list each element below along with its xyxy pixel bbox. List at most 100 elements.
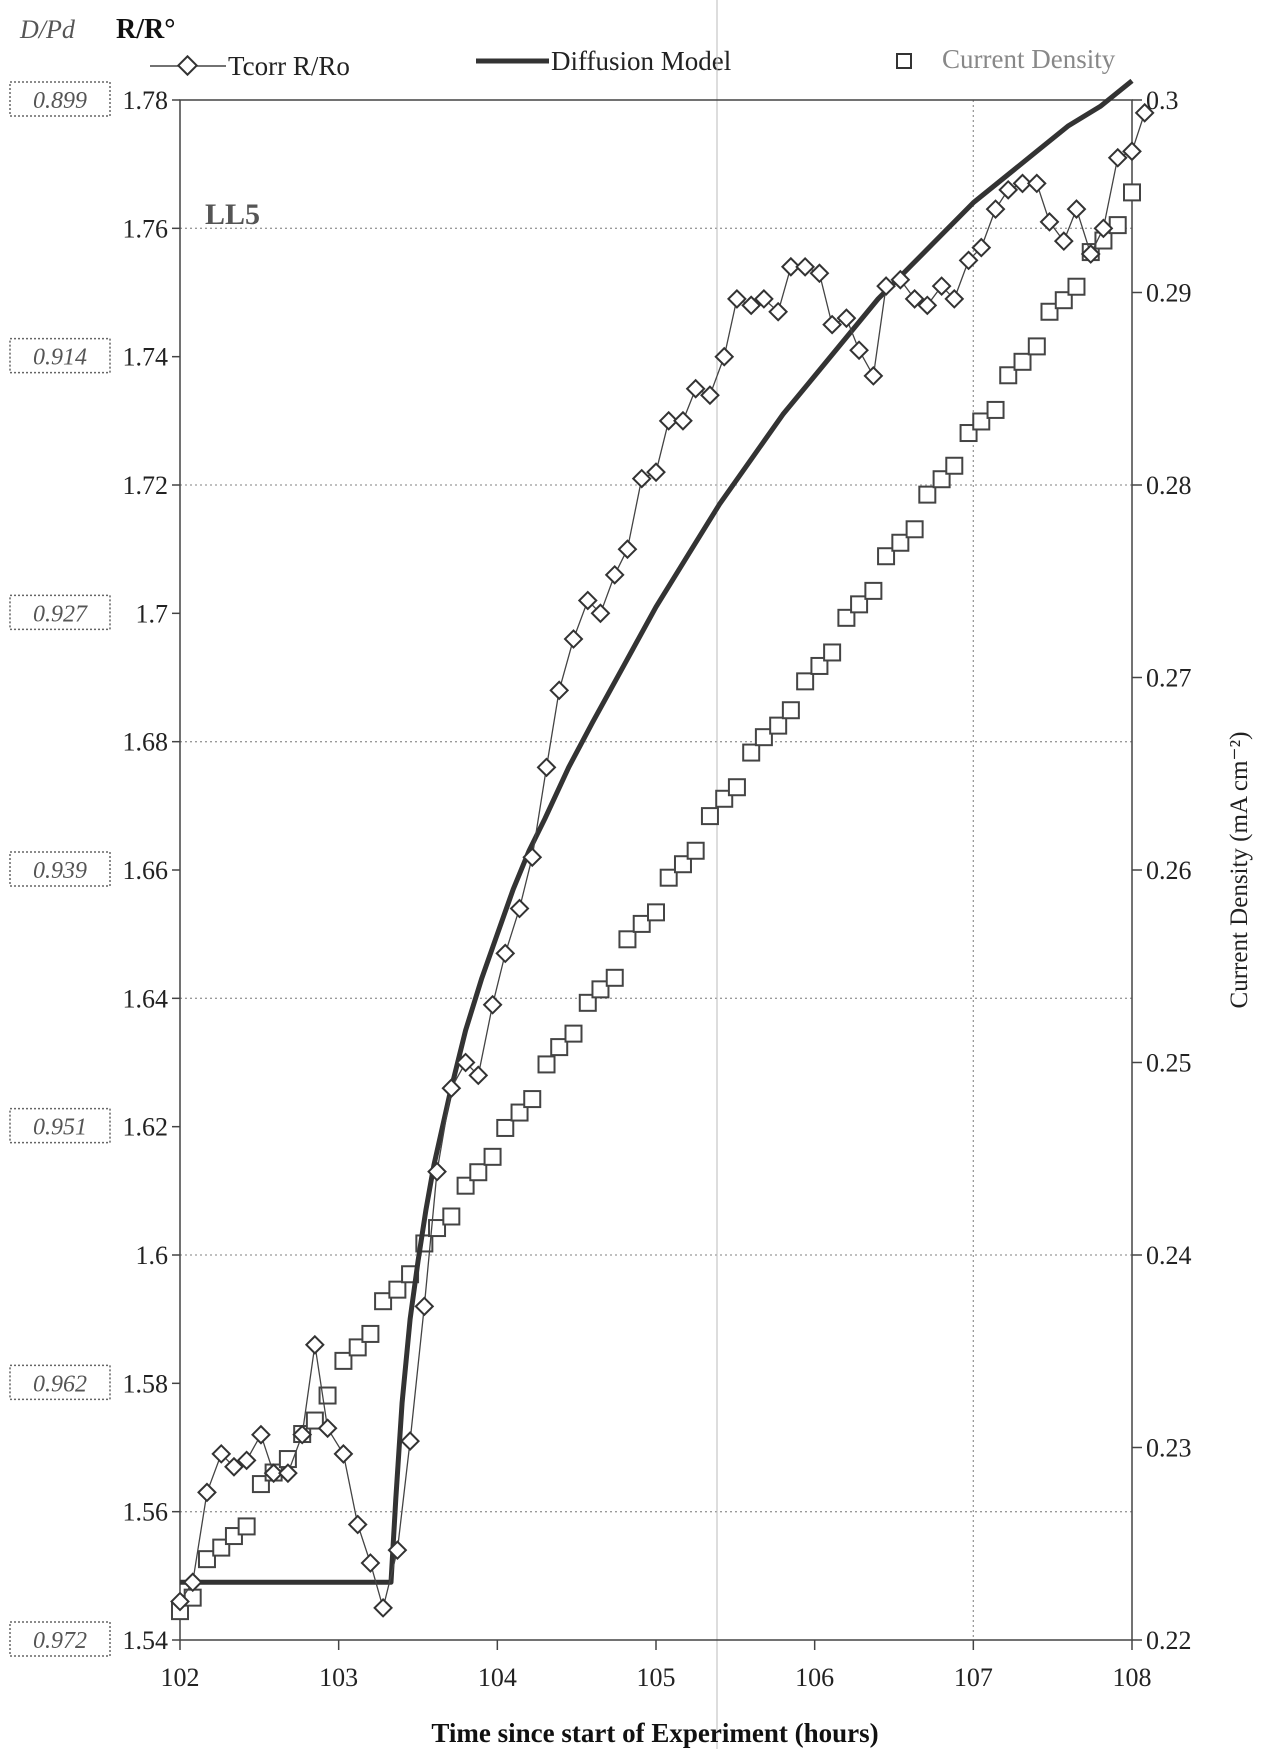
tcorr-point <box>849 340 869 361</box>
tcorr-point <box>278 1463 298 1484</box>
tcorr-point <box>251 1424 271 1445</box>
tcorr-point <box>197 1482 217 1503</box>
tcorr-point <box>958 250 979 271</box>
dpd-label-box <box>9 1621 111 1657</box>
tcorr-line <box>179 112 1146 1611</box>
current-density-point <box>945 456 964 475</box>
tcorr-point <box>482 994 503 1015</box>
current-density-point <box>686 841 705 860</box>
current-density-point <box>864 581 883 600</box>
tcorr-point <box>236 1450 257 1471</box>
dpd-tick-label: 0.927 <box>33 601 88 627</box>
tcorr-point <box>509 898 530 919</box>
tcorr-point <box>727 289 747 309</box>
tcorr-point <box>292 1424 313 1445</box>
tcorr-point <box>427 1161 447 1182</box>
current-density-point <box>781 701 800 720</box>
current-density-point <box>428 1219 447 1238</box>
rr-axis-title: R/R° <box>116 14 175 45</box>
current-density-point <box>564 1024 583 1043</box>
current-density-point <box>1067 277 1086 296</box>
tcorr-point <box>1053 231 1074 252</box>
current-density-point <box>618 930 637 949</box>
current-density-point <box>877 547 896 566</box>
current-density-point <box>1108 216 1127 235</box>
current-density-point <box>442 1207 461 1226</box>
dpd-label-box <box>9 1107 111 1144</box>
y2-axis-title: Current Density (mA cm⁻²) <box>1226 732 1253 1009</box>
tcorr-point <box>809 263 830 284</box>
current-density-point <box>850 595 869 614</box>
tcorr-point <box>604 564 625 585</box>
legend-diffusion-label: Diffusion Model <box>551 46 731 76</box>
legend: Tcorr R/Ro Diffusion Model Current Densi… <box>150 44 1116 81</box>
y-tick-label: 1.66 <box>123 856 169 885</box>
current-density-point <box>361 1324 380 1343</box>
tcorr-point <box>1039 212 1060 232</box>
tcorr-point <box>673 410 693 431</box>
tcorr-point <box>1080 244 1101 264</box>
dpd-label-box <box>9 1364 111 1401</box>
current-density-point <box>905 520 924 539</box>
tcorr-point <box>400 1431 420 1451</box>
dpd-label-box <box>9 851 111 887</box>
tcorr-point <box>1122 141 1142 162</box>
current-density-point <box>483 1147 502 1166</box>
current-density-point <box>823 643 842 662</box>
tcorr-point <box>536 757 557 778</box>
y-tick-label: 1.64 <box>123 984 169 1013</box>
x-tick-label: 106 <box>795 1663 834 1692</box>
series-diffusion-model <box>180 78 1134 1585</box>
y2-tick-label: 0.26 <box>1146 856 1192 885</box>
dpd-label-box <box>9 337 111 374</box>
y-axis-right: 0.220.230.240.250.260.270.280.290.3 <box>1132 86 1192 1655</box>
y-tick-label: 1.76 <box>123 214 169 243</box>
tcorr-point <box>1093 218 1114 239</box>
plot-area <box>179 99 1133 1641</box>
current-density-point <box>1040 302 1059 321</box>
current-density-point <box>727 778 746 797</box>
tcorr-point <box>617 539 638 560</box>
tcorr-point <box>224 1456 244 1477</box>
current-density-point <box>374 1292 393 1311</box>
gridlines <box>180 100 1132 1640</box>
current-density-point <box>510 1103 529 1122</box>
tcorr-point <box>414 1296 435 1317</box>
x-tick-label: 104 <box>478 1663 517 1692</box>
y2-tick-label: 0.22 <box>1146 1626 1192 1655</box>
tcorr-point <box>563 629 584 649</box>
tcorr-point <box>263 1463 284 1484</box>
current-density-point <box>237 1517 256 1536</box>
current-density-point <box>632 914 651 933</box>
y2-tick-label: 0.23 <box>1146 1434 1192 1463</box>
tcorr-point <box>931 276 952 296</box>
y-tick-label: 1.62 <box>123 1113 169 1142</box>
y-tick-label: 1.6 <box>136 1241 169 1270</box>
tcorr-point <box>333 1444 354 1464</box>
tcorr-point <box>1012 173 1033 194</box>
x-tick-label: 103 <box>319 1663 358 1692</box>
current-density-point <box>550 1038 569 1057</box>
current-density-point <box>647 903 665 922</box>
tcorr-point <box>780 256 801 277</box>
current-density-point <box>769 716 788 735</box>
tcorr-point <box>753 289 774 309</box>
y2-tick-label: 0.24 <box>1146 1241 1192 1270</box>
tcorr-point <box>836 308 857 329</box>
x-axis: 102 103 104 105 106 107 108 <box>161 1640 1152 1692</box>
y2-tick-label: 0.25 <box>1146 1049 1192 1078</box>
x-axis-title: Time since start of Experiment (hours) <box>431 1718 878 1748</box>
current-density-point <box>700 807 719 826</box>
dpd-axis: 0.899 0.914 0.927 0.939 0.951 0.962 0.972 <box>9 81 111 1657</box>
tcorr-point <box>1134 102 1155 123</box>
dpd-label-box <box>9 81 111 117</box>
tcorr-point <box>495 943 516 964</box>
y2-tick-label: 0.29 <box>1146 279 1192 308</box>
tcorr-point <box>373 1598 393 1618</box>
current-density-point <box>537 1055 556 1074</box>
tcorr-point <box>317 1418 338 1439</box>
current-density-point <box>837 608 856 627</box>
x-tick-label: 102 <box>161 1663 200 1692</box>
current-density-point <box>1054 291 1073 310</box>
y-tick-label: 1.58 <box>123 1369 169 1398</box>
